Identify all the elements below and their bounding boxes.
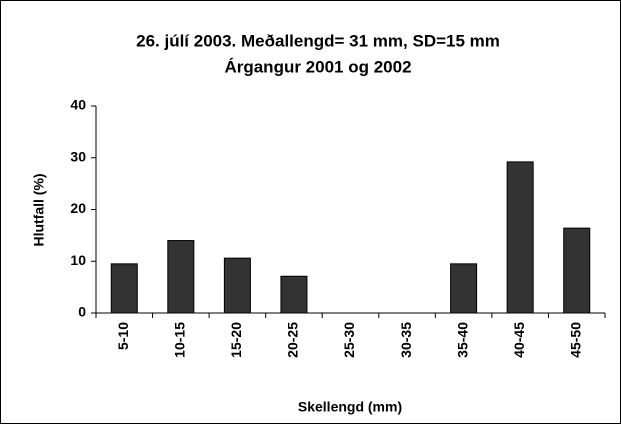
y-tick-label: 20 xyxy=(70,200,86,216)
y-axis-label: Hlutfall (%) xyxy=(31,173,47,246)
x-tick-label: 45-50 xyxy=(567,322,583,358)
x-tick-label: 25-30 xyxy=(341,322,357,358)
x-tick-label: 20-25 xyxy=(285,322,301,358)
y-tick-label: 40 xyxy=(70,97,86,113)
x-tick-label: 15-20 xyxy=(228,322,244,358)
y-tick-label: 30 xyxy=(70,148,86,164)
x-tick-label: 30-35 xyxy=(398,322,414,358)
chart-title: 26. júlí 2003. Meðallengd= 31 mm, SD=15 … xyxy=(136,31,500,50)
chart-subtitle: Árgangur 2001 og 2002 xyxy=(224,57,411,76)
x-tick-label: 5-10 xyxy=(115,322,131,350)
x-tick-label: 10-15 xyxy=(172,322,188,358)
bar xyxy=(167,240,195,314)
y-tick-label: 0 xyxy=(78,304,86,320)
x-tick-label: 35-40 xyxy=(454,322,470,358)
bar xyxy=(223,257,251,314)
y-tick-label: 10 xyxy=(70,252,86,268)
bar xyxy=(110,263,138,314)
bar xyxy=(450,263,478,314)
bar xyxy=(563,227,591,314)
x-axis-label: Skellengd (mm) xyxy=(298,399,402,415)
bar xyxy=(280,275,308,314)
x-tick-label: 40-45 xyxy=(511,322,527,358)
bar xyxy=(506,161,534,314)
